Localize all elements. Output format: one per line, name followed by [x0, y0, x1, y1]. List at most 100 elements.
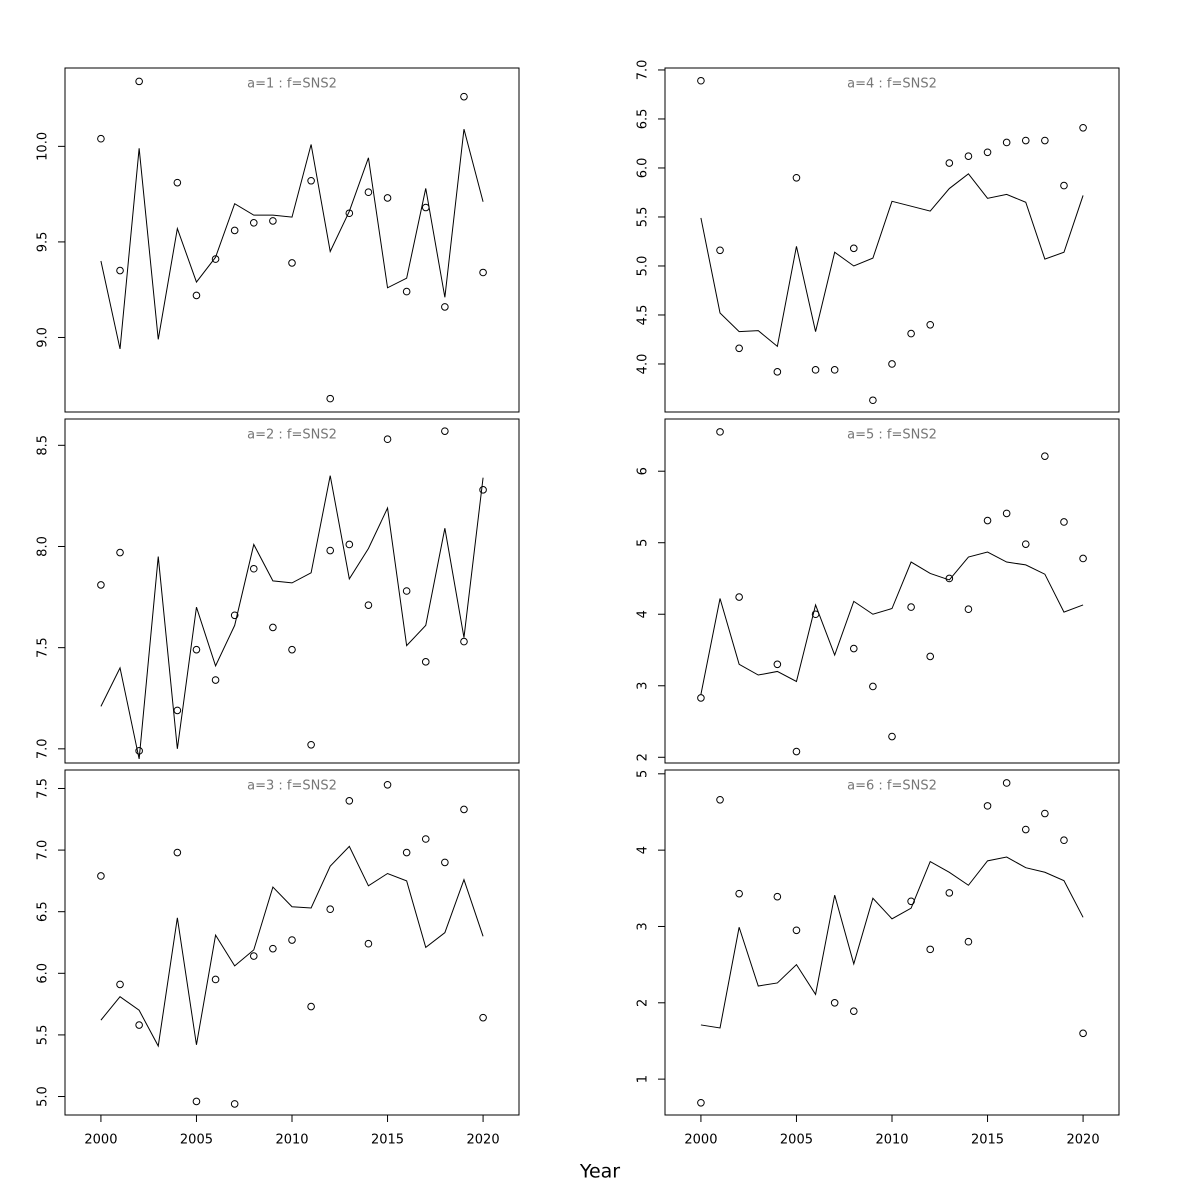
data-point — [888, 360, 896, 368]
y-tick-label: 4.5 — [636, 305, 651, 326]
data-point — [811, 366, 820, 374]
data-point — [441, 303, 449, 311]
x-tick-label: 2005 — [180, 1133, 213, 1148]
y-tick-label: 8.5 — [36, 435, 51, 456]
y-tick-label: 5 — [636, 770, 651, 778]
x-tick-label: 2000 — [684, 1133, 717, 1148]
data-point — [230, 1100, 239, 1108]
data-point — [1079, 554, 1087, 563]
fit-line — [700, 173, 1084, 348]
data-point — [211, 975, 220, 984]
y-tick-label: 5.0 — [636, 256, 651, 277]
y-tick-label: 5 — [636, 539, 651, 547]
y-tick-label: 6 — [636, 467, 651, 475]
plot-frame — [664, 769, 1120, 1116]
data-point — [983, 802, 992, 810]
data-point — [1041, 809, 1049, 818]
data-point — [269, 944, 277, 953]
plot-frame — [64, 67, 520, 413]
data-point — [421, 203, 430, 212]
data-point — [1002, 138, 1011, 147]
panel-title: a=2 : f=SNS2 — [247, 428, 337, 443]
data-point — [830, 366, 839, 374]
data-point — [735, 593, 743, 601]
y-tick-label: 7.0 — [636, 60, 651, 81]
data-point — [249, 564, 258, 573]
data-point — [402, 587, 411, 595]
data-point — [926, 320, 935, 329]
data-point — [479, 268, 487, 277]
data-point — [735, 889, 743, 898]
data-point — [697, 1098, 705, 1107]
y-tick-label: 6.5 — [36, 901, 51, 922]
data-point — [1060, 181, 1068, 190]
plot-frame — [64, 418, 520, 764]
data-point — [792, 173, 801, 182]
y-tick-label: 5.5 — [36, 1025, 51, 1046]
data-point — [249, 952, 258, 960]
plot-frame — [664, 67, 1120, 413]
data-point — [1021, 825, 1030, 834]
data-point — [383, 435, 392, 444]
data-point — [192, 1097, 201, 1106]
y-tick-label: 4 — [636, 846, 651, 854]
data-point — [735, 344, 743, 353]
y-tick-label: 5.0 — [36, 1086, 51, 1107]
data-point — [1060, 518, 1068, 526]
data-point — [964, 605, 973, 614]
data-point — [421, 658, 430, 666]
y-tick-label: 2 — [636, 753, 651, 761]
x-tick-label: 2020 — [1067, 1133, 1100, 1148]
y-tick-label: 4.0 — [636, 354, 651, 375]
data-point — [964, 152, 973, 161]
data-point — [173, 178, 182, 187]
x-tick-label: 2015 — [971, 1133, 1004, 1148]
data-point — [849, 244, 858, 253]
data-point — [173, 706, 182, 715]
data-point — [97, 872, 105, 880]
panel-title: a=5 : f=SNS2 — [847, 428, 937, 443]
data-point — [326, 546, 335, 555]
data-point — [307, 740, 315, 749]
data-point — [326, 905, 335, 914]
y-tick-label: 10.0 — [36, 132, 51, 161]
x-tick-label: 2015 — [371, 1133, 404, 1148]
x-axis-label: Year — [579, 1161, 620, 1183]
fit-line — [100, 845, 484, 1048]
data-point — [1002, 779, 1011, 787]
y-tick-label: 7.5 — [36, 637, 51, 658]
data-point — [792, 747, 801, 756]
data-point — [716, 428, 724, 436]
fit-line — [100, 129, 484, 350]
data-point — [1021, 136, 1030, 145]
data-point — [849, 644, 858, 653]
y-tick-label: 6.5 — [636, 109, 651, 130]
data-point — [421, 835, 430, 843]
data-point — [383, 780, 392, 789]
data-point — [811, 610, 820, 619]
data-point — [173, 848, 182, 857]
data-point — [326, 394, 335, 403]
data-point — [269, 217, 277, 225]
y-tick-label: 6.0 — [36, 963, 51, 984]
data-point — [249, 219, 258, 227]
data-point — [364, 188, 373, 197]
data-point — [211, 255, 220, 263]
y-tick-label: 7.5 — [36, 778, 51, 799]
data-point — [307, 176, 315, 185]
data-point — [773, 368, 782, 376]
data-point — [479, 486, 487, 494]
data-point — [479, 1013, 487, 1022]
data-point — [307, 1002, 315, 1011]
data-point — [192, 291, 201, 300]
data-point — [135, 747, 143, 755]
data-point — [230, 226, 239, 235]
data-point — [1079, 1029, 1087, 1038]
data-point — [441, 427, 449, 435]
y-tick-label: 4 — [636, 610, 651, 618]
data-point — [907, 603, 915, 611]
data-point — [211, 676, 220, 684]
panel-title: a=1 : f=SNS2 — [247, 77, 337, 92]
data-point — [964, 937, 973, 946]
